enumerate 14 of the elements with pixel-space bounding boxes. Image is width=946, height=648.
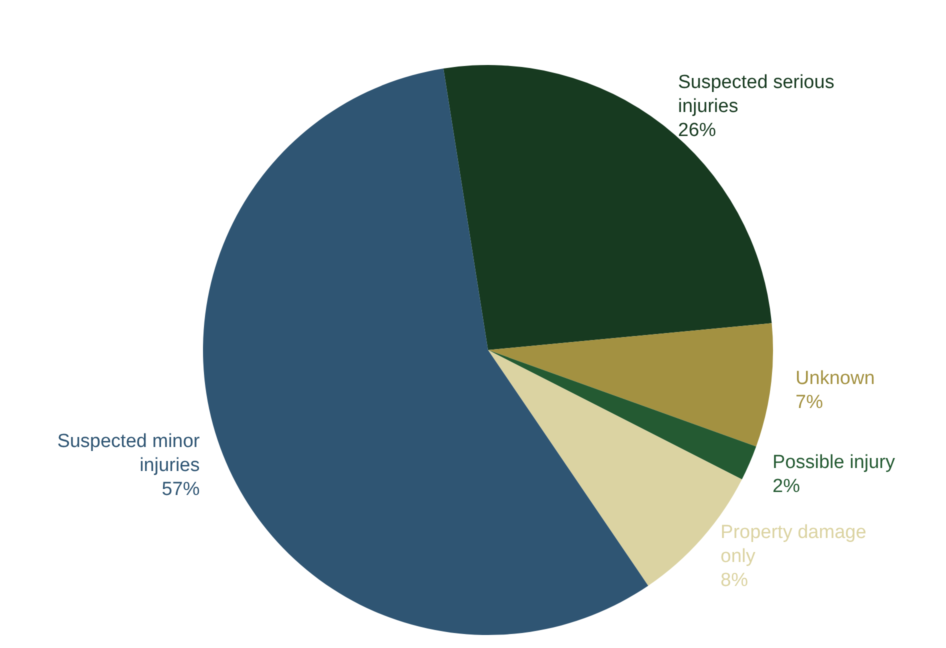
data-label: 8% xyxy=(720,570,748,592)
slice-label: Suspected minor injuries xyxy=(57,431,200,476)
pie-slice xyxy=(203,68,648,635)
data-label: 7% xyxy=(796,392,824,413)
pie-slice xyxy=(488,350,756,480)
pie-slice xyxy=(443,65,772,350)
slice-label: Suspected serious injuries xyxy=(678,72,834,118)
slice-label: Property damage only xyxy=(720,522,866,568)
pie-slice xyxy=(488,323,773,447)
data-label: 2% xyxy=(772,476,800,498)
slice-label: Possible injury xyxy=(772,452,896,474)
data-label: 57% xyxy=(162,479,200,500)
data-label: 26% xyxy=(678,120,716,142)
slice-label: Unknown xyxy=(796,368,875,389)
